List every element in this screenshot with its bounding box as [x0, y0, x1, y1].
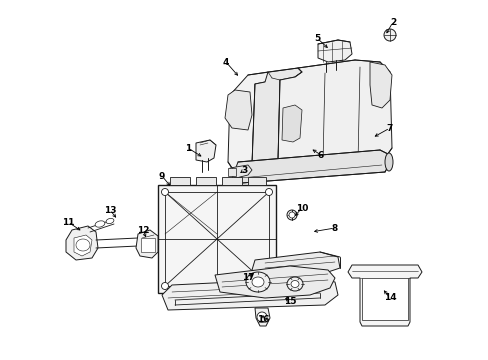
Ellipse shape — [290, 280, 298, 288]
Ellipse shape — [161, 283, 168, 289]
Polygon shape — [196, 140, 216, 162]
Ellipse shape — [106, 219, 114, 224]
Polygon shape — [317, 40, 351, 62]
Polygon shape — [66, 226, 98, 260]
Polygon shape — [369, 62, 391, 108]
Polygon shape — [136, 230, 158, 258]
Bar — [158, 185, 275, 293]
Bar — [196, 177, 216, 185]
Ellipse shape — [286, 277, 303, 291]
Text: 13: 13 — [103, 206, 116, 215]
Text: 10: 10 — [295, 203, 307, 212]
Ellipse shape — [384, 153, 392, 171]
Ellipse shape — [161, 189, 168, 195]
Polygon shape — [227, 72, 271, 170]
Polygon shape — [224, 90, 251, 130]
Text: 9: 9 — [159, 171, 165, 180]
Polygon shape — [361, 278, 407, 320]
Polygon shape — [251, 252, 339, 275]
Polygon shape — [347, 265, 421, 326]
Ellipse shape — [288, 212, 294, 218]
Bar — [164, 192, 268, 286]
Ellipse shape — [286, 210, 296, 220]
Text: 14: 14 — [383, 293, 395, 302]
Polygon shape — [74, 235, 92, 256]
Text: 5: 5 — [313, 33, 320, 42]
Ellipse shape — [245, 272, 269, 292]
Polygon shape — [229, 165, 251, 178]
Ellipse shape — [257, 312, 266, 322]
Text: 1: 1 — [184, 144, 191, 153]
Polygon shape — [235, 150, 389, 183]
Bar — [141, 238, 155, 252]
Text: 7: 7 — [386, 123, 392, 132]
Ellipse shape — [251, 277, 264, 287]
Text: 12: 12 — [137, 225, 149, 234]
Bar — [170, 177, 190, 185]
Text: 4: 4 — [223, 58, 229, 67]
Text: 3: 3 — [241, 166, 246, 175]
Text: 16: 16 — [256, 315, 269, 324]
Bar — [227, 168, 236, 176]
Polygon shape — [251, 68, 302, 165]
Polygon shape — [162, 278, 337, 310]
Text: 11: 11 — [61, 217, 74, 226]
Text: 6: 6 — [317, 150, 324, 159]
Polygon shape — [215, 266, 334, 298]
Ellipse shape — [265, 283, 272, 289]
Text: 8: 8 — [331, 224, 337, 233]
Text: 17: 17 — [241, 274, 254, 283]
Ellipse shape — [383, 29, 395, 41]
Text: 15: 15 — [283, 297, 296, 306]
Ellipse shape — [95, 221, 105, 227]
Polygon shape — [254, 308, 269, 326]
Text: 2: 2 — [389, 18, 395, 27]
Bar — [222, 177, 242, 185]
Polygon shape — [282, 105, 302, 142]
Ellipse shape — [265, 189, 272, 195]
Polygon shape — [278, 60, 391, 162]
Bar — [247, 177, 265, 185]
Ellipse shape — [76, 239, 90, 251]
